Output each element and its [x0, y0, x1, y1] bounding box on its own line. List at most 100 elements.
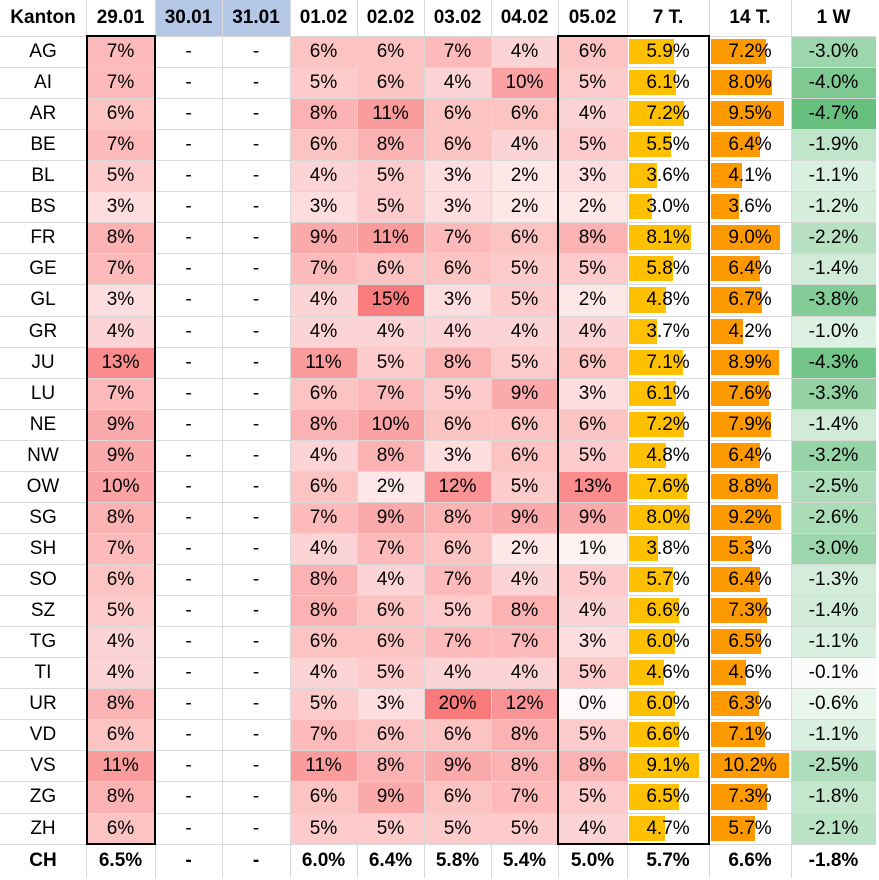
row-tg-kanton: TG: [29, 630, 57, 652]
row-nw-31-01: -: [252, 444, 260, 466]
row-ge-04-02: 5%: [491, 253, 558, 284]
cell-value: 3.6%: [646, 164, 690, 186]
row-ju-7t: 7.1%: [627, 347, 709, 378]
gridline: [222, 0, 223, 878]
row-gr-14t: 4.2%: [709, 316, 791, 347]
row-sh-29-01: 7%: [86, 533, 155, 564]
row-vd-1w: -1.1%: [791, 719, 876, 750]
row-tg-30-01: -: [185, 630, 192, 652]
row-sg-1w: -2.6%: [791, 502, 876, 533]
7t-bar: [629, 474, 687, 499]
row-vd-31-01: -: [252, 723, 260, 745]
row-ge-7t: 5.8%: [627, 253, 709, 284]
row-sg-kanton: SG: [29, 506, 57, 528]
row-nw-04-02: 6%: [491, 440, 558, 471]
cell-value: 7.1%: [646, 351, 690, 373]
row-bs-04-02: 2%: [491, 191, 558, 222]
header-04-02[interactable]: 04.02: [500, 7, 549, 28]
cell-value: 6.1%: [646, 382, 690, 404]
gridline: [0, 781, 876, 782]
row-sh-03-02: 6%: [424, 533, 491, 564]
row-bs-30-01: -: [185, 195, 192, 217]
14t-bar: [711, 39, 766, 64]
gridline: [0, 750, 876, 751]
row-sh-01-02: 4%: [290, 533, 357, 564]
header-30-01[interactable]: 30.01: [155, 0, 222, 36]
row-be-02-02: 8%: [357, 129, 424, 160]
row-fr-04-02: 6%: [491, 222, 558, 253]
row-ow-05-02: 13%: [558, 471, 627, 502]
header-1w[interactable]: 1 W: [816, 7, 851, 28]
row-ar-01-02: 8%: [290, 98, 357, 129]
row-zg-kanton: ZG: [29, 786, 57, 807]
row-lu-29-01: 7%: [86, 378, 155, 409]
row-ow-31-01: -: [252, 475, 260, 497]
row-vd-30-01: -: [185, 723, 192, 745]
total-29-01: 6.5%: [98, 850, 143, 871]
row-so-7t: 5.7%: [627, 564, 709, 595]
header-kanton[interactable]: Kanton: [10, 7, 76, 28]
row-ge-03-02: 6%: [424, 253, 491, 284]
header-01-02[interactable]: 01.02: [299, 7, 348, 28]
row-ag-1w: -3.0%: [791, 36, 876, 67]
cell-value: 5.5%: [646, 133, 690, 155]
row-lu-05-02: 3%: [558, 378, 627, 409]
row-be-04-02: 4%: [491, 129, 558, 160]
row-lu-03-02: 5%: [424, 378, 491, 409]
cell-value: 8.8%: [728, 475, 772, 497]
row-fr-31-01: -: [252, 226, 260, 248]
header-7t[interactable]: 7 T.: [652, 7, 684, 28]
row-sz-29-01: 5%: [86, 595, 155, 626]
cell-value: 3.8%: [646, 537, 690, 559]
row-ge-30-01: -: [185, 257, 192, 279]
cell-value: 4.1%: [728, 164, 772, 186]
row-ju-05-02: 6%: [558, 347, 627, 378]
14t-bar: [711, 660, 746, 685]
row-ur-05-02: 0%: [558, 688, 627, 719]
row-zh-30-01: -: [185, 817, 192, 839]
row-fr-kanton: FR: [30, 226, 56, 248]
row-ne-04-02: 6%: [491, 409, 558, 440]
row-ur-30-01: -: [185, 692, 192, 714]
row-zg-7t: 6.5%: [627, 781, 709, 813]
7t-bar: [629, 256, 673, 281]
row-vs-kanton: VS: [30, 754, 56, 776]
row-vd-kanton: VD: [29, 723, 57, 745]
row-sg-05-02: 9%: [558, 502, 627, 533]
row-zh-01-02: 5%: [290, 813, 357, 844]
row-tg-1w: -1.1%: [791, 626, 876, 657]
total-04-02: 5.4%: [502, 850, 547, 871]
header-02-02[interactable]: 02.02: [366, 7, 415, 28]
gridline: [0, 347, 876, 348]
row-bs-01-02: 3%: [290, 191, 357, 222]
header-14t[interactable]: 14 T.: [729, 7, 771, 28]
cell-value: 7.2%: [646, 413, 690, 435]
row-ur-03-02: 20%: [424, 688, 491, 719]
row-sz-kanton: SZ: [30, 599, 56, 621]
header-05-02[interactable]: 05.02: [568, 7, 617, 28]
14t-bar: [711, 101, 784, 126]
cell-value: 8.1%: [646, 226, 690, 248]
gridline: [0, 98, 876, 99]
row-bl-7t: 3.6%: [627, 160, 709, 191]
header-03-02[interactable]: 03.02: [433, 7, 482, 28]
row-ti-kanton: TI: [34, 661, 52, 683]
row-ar-03-02: 6%: [424, 98, 491, 129]
header-29-01[interactable]: 29.01: [96, 7, 145, 28]
row-tg-31-01: -: [252, 630, 260, 652]
row-ne-kanton: NE: [29, 413, 57, 435]
row-bl-14t: 4.1%: [709, 160, 791, 191]
row-so-05-02: 5%: [558, 564, 627, 595]
gridline: [0, 222, 876, 223]
row-ur-14t: 6.3%: [709, 688, 791, 719]
header-31-01[interactable]: 31.01: [222, 0, 290, 36]
cell-value: 7.3%: [728, 599, 772, 621]
row-ow-04-02: 5%: [491, 471, 558, 502]
row-fr-30-01: -: [185, 226, 192, 248]
row-nw-30-01: -: [185, 444, 192, 466]
row-ne-02-02: 10%: [357, 409, 424, 440]
cell-value: 6.3%: [728, 692, 772, 714]
row-sz-04-02: 8%: [491, 595, 558, 626]
row-ar-7t: 7.2%: [627, 98, 709, 129]
row-gl-02-02: 15%: [357, 284, 424, 316]
